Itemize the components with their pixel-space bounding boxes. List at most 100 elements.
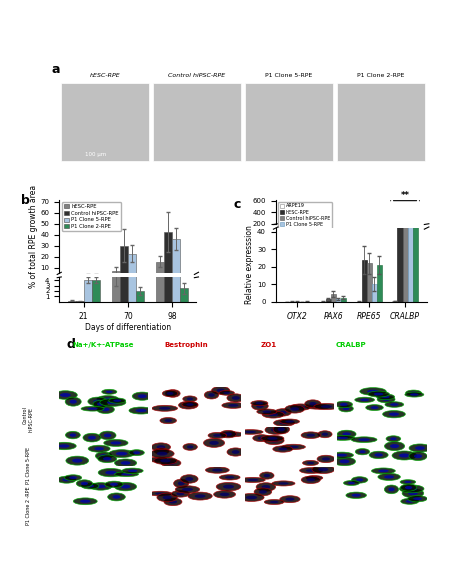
Ellipse shape [171,490,190,497]
Ellipse shape [100,454,108,458]
Ellipse shape [400,479,416,485]
Ellipse shape [278,448,287,450]
Text: Na+/K+-ATPase: Na+/K+-ATPase [73,341,134,348]
Ellipse shape [390,437,397,440]
Text: Bestrophin: Bestrophin [164,341,208,348]
Ellipse shape [165,390,180,397]
Ellipse shape [138,394,147,398]
Ellipse shape [65,397,81,406]
Ellipse shape [129,407,153,414]
Ellipse shape [80,500,91,503]
Ellipse shape [82,483,99,489]
FancyBboxPatch shape [153,83,241,161]
Ellipse shape [337,454,347,457]
Ellipse shape [101,408,109,411]
Ellipse shape [376,394,395,400]
Text: 50 μm: 50 μm [66,419,79,423]
Ellipse shape [132,392,152,400]
Ellipse shape [108,493,125,501]
Ellipse shape [270,438,279,442]
Ellipse shape [160,417,176,424]
Ellipse shape [94,447,104,450]
Text: c: c [233,198,241,211]
Ellipse shape [93,400,108,408]
Ellipse shape [176,492,184,495]
Ellipse shape [164,498,182,506]
Ellipse shape [409,444,431,452]
Ellipse shape [382,398,390,401]
Ellipse shape [312,465,335,474]
Bar [128,253,136,279]
Bar [172,239,180,279]
Ellipse shape [285,498,294,501]
Bar [180,288,188,302]
Ellipse shape [86,485,94,487]
Ellipse shape [154,448,169,454]
Ellipse shape [314,403,339,410]
Ellipse shape [81,406,104,411]
Ellipse shape [114,482,137,491]
X-axis label: Days of differentiation: Days of differentiation [85,323,171,332]
Ellipse shape [312,406,323,408]
Ellipse shape [66,456,89,465]
Ellipse shape [163,495,172,499]
Ellipse shape [415,446,425,450]
Text: P1 Clone 2-RPE: P1 Clone 2-RPE [357,73,404,78]
Ellipse shape [154,457,177,465]
Ellipse shape [182,488,193,491]
Ellipse shape [208,432,227,438]
Ellipse shape [57,476,76,483]
Ellipse shape [122,468,143,474]
Ellipse shape [149,491,172,496]
Ellipse shape [256,483,276,491]
Ellipse shape [371,406,378,409]
Text: P1 Clone 5-RPE: P1 Clone 5-RPE [26,446,30,483]
Bar [136,291,144,302]
Ellipse shape [271,428,281,432]
Ellipse shape [409,452,427,461]
Ellipse shape [302,461,319,466]
Ellipse shape [311,477,318,479]
Ellipse shape [296,406,305,408]
Ellipse shape [265,425,287,435]
Text: b: b [21,194,30,207]
Ellipse shape [97,395,118,403]
Ellipse shape [300,467,323,474]
Ellipse shape [216,482,241,491]
Ellipse shape [351,477,368,483]
Ellipse shape [166,392,173,395]
Ellipse shape [414,454,422,458]
Bar [156,262,164,279]
Ellipse shape [253,435,270,442]
Ellipse shape [343,407,349,410]
Bar [362,234,366,235]
Ellipse shape [115,472,138,477]
Ellipse shape [239,494,264,502]
Ellipse shape [136,409,146,412]
Ellipse shape [186,403,193,406]
Bar [377,265,382,302]
Text: P1 Clone 2 -RPE: P1 Clone 2 -RPE [26,486,30,525]
Ellipse shape [102,389,117,394]
Ellipse shape [187,398,193,400]
Ellipse shape [87,408,98,410]
Ellipse shape [406,500,414,503]
Ellipse shape [309,402,317,406]
Ellipse shape [366,404,383,411]
Ellipse shape [182,402,198,407]
Ellipse shape [156,452,167,456]
Ellipse shape [152,406,178,411]
Ellipse shape [408,491,418,495]
Bar [372,285,377,302]
Text: Control
hiPSC-RPE: Control hiPSC-RPE [23,407,34,432]
Ellipse shape [154,458,162,461]
Bar [402,233,408,235]
Ellipse shape [385,402,404,407]
Bar [180,276,188,279]
Ellipse shape [219,492,229,496]
Ellipse shape [337,437,348,439]
Ellipse shape [98,469,124,477]
Ellipse shape [339,405,353,412]
Ellipse shape [62,478,71,481]
Y-axis label: Relative expresssion: Relative expresssion [245,225,254,304]
